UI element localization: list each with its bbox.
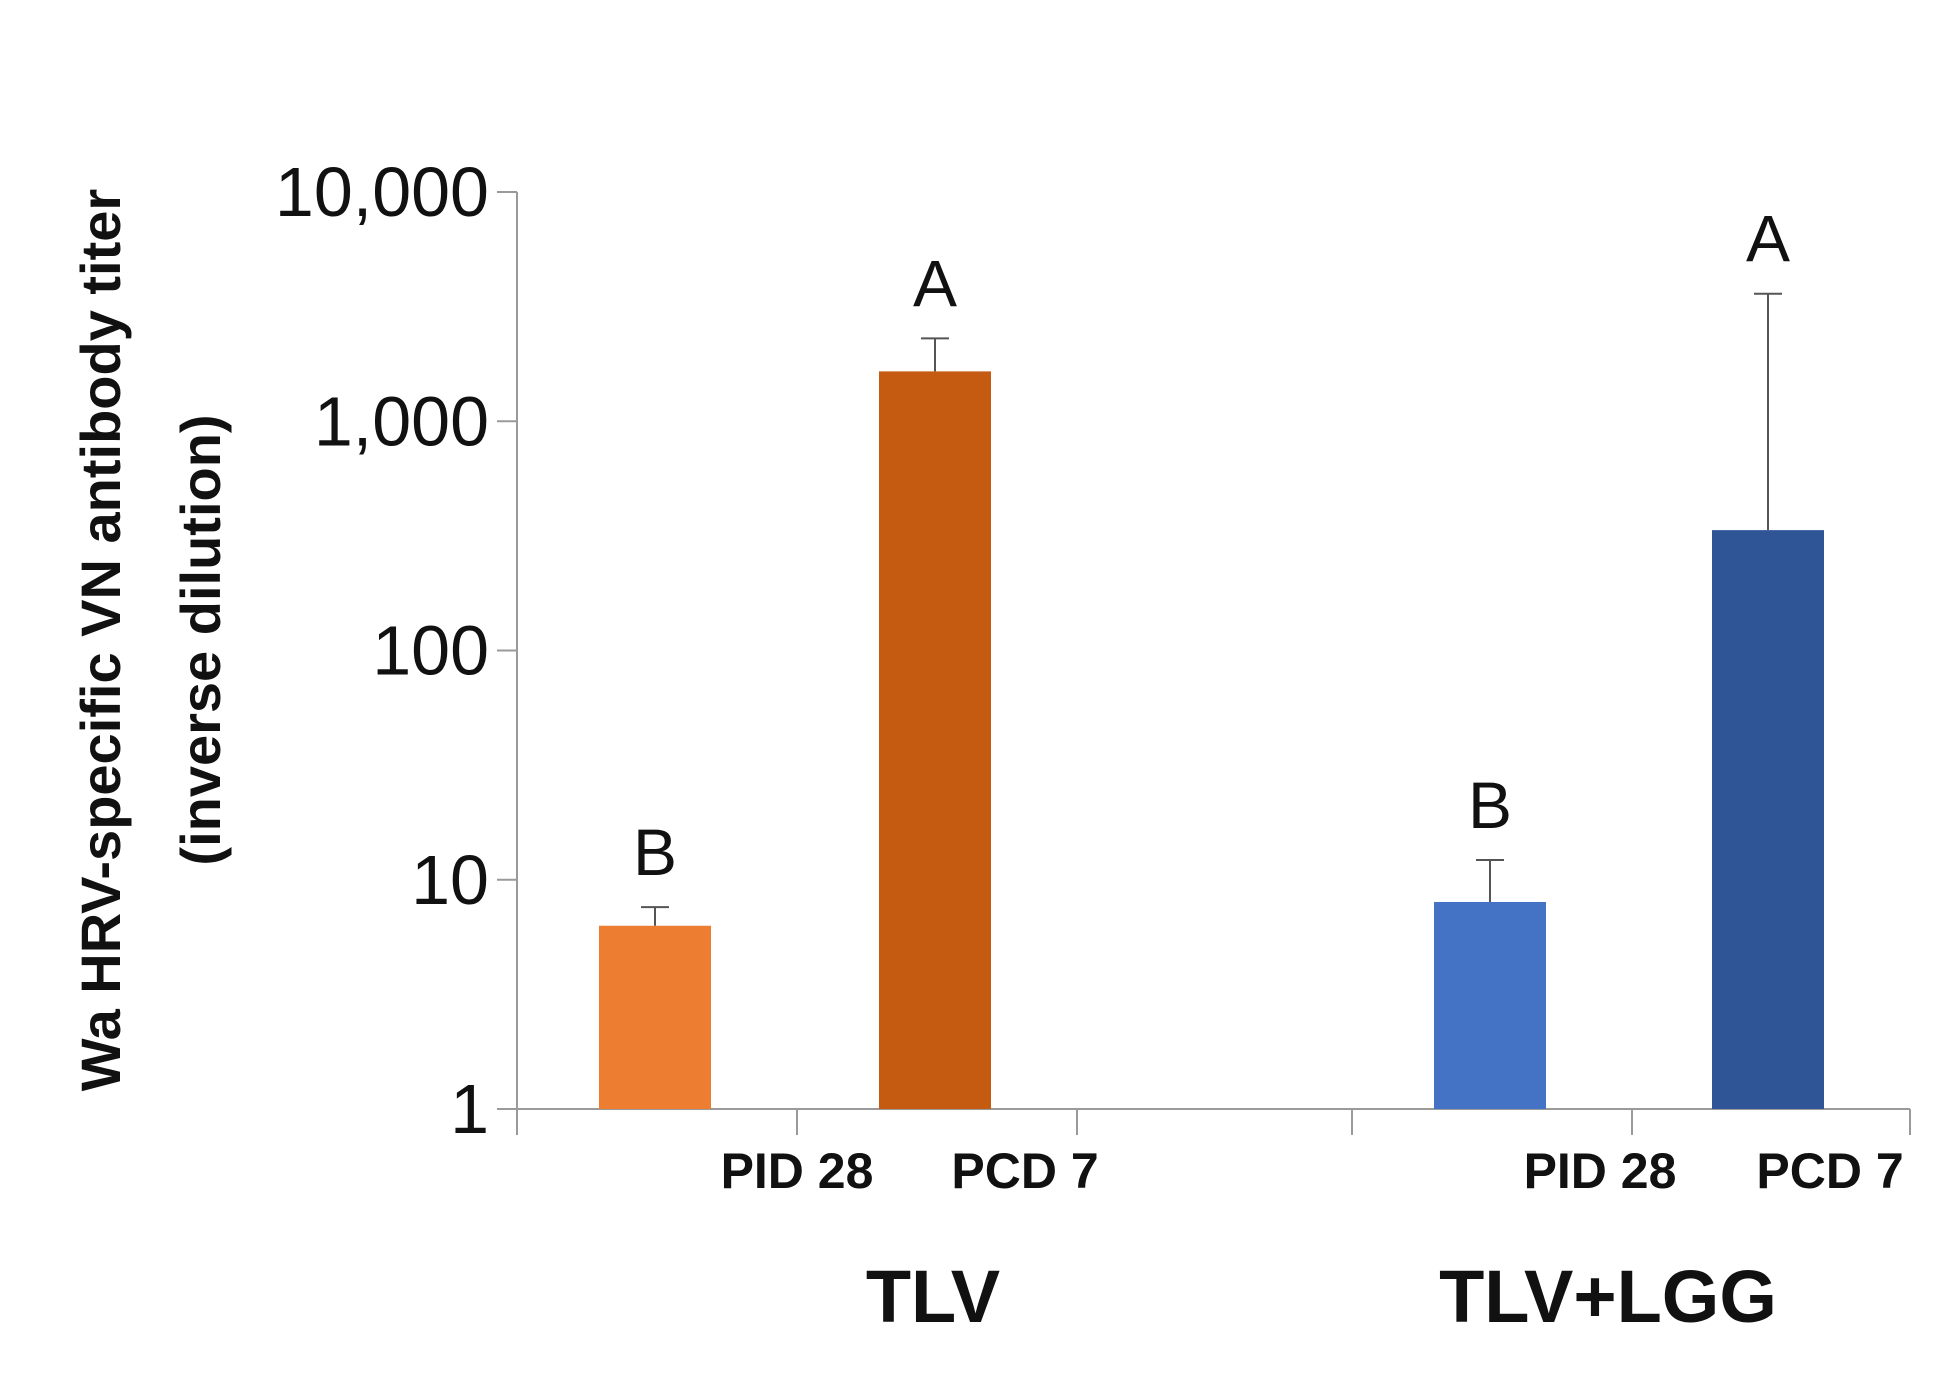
- bar: [599, 925, 711, 1109]
- significance-label: A: [913, 246, 957, 320]
- bar: [1712, 530, 1824, 1109]
- bars: [599, 292, 1824, 1109]
- y-tick-label: 100: [372, 612, 489, 690]
- group-label: TLV: [866, 1255, 1000, 1338]
- y-axis-title: Wa HRV-specific VN antibody titer (inver…: [69, 189, 232, 1091]
- group-label: TLV+LGG: [1439, 1255, 1777, 1338]
- category-label: PCD 7: [1756, 1143, 1903, 1199]
- labels: 1 10 100 1,000 10,000 B PID 28 A PCD 7 TLV B PID 28…: [275, 153, 1904, 1338]
- category-label: PID 28: [1524, 1143, 1677, 1199]
- bar: [1434, 901, 1546, 1109]
- y-tick-label: 1: [450, 1070, 489, 1148]
- axes: [497, 191, 1911, 1135]
- y-tick-label: 10,000: [275, 153, 489, 231]
- y-tick-label: 1,000: [314, 382, 489, 460]
- y-axis-label-line2: (inverse dilution): [169, 414, 232, 865]
- category-label: PCD 7: [951, 1143, 1098, 1199]
- bar: [879, 371, 991, 1109]
- y-axis-label-line1: Wa HRV-specific VN antibody titer: [69, 189, 132, 1091]
- category-label: PID 28: [721, 1143, 874, 1199]
- significance-label: B: [633, 815, 677, 889]
- y-tick-label: 10: [411, 841, 489, 919]
- significance-label: A: [1746, 202, 1790, 276]
- significance-label: B: [1468, 768, 1512, 842]
